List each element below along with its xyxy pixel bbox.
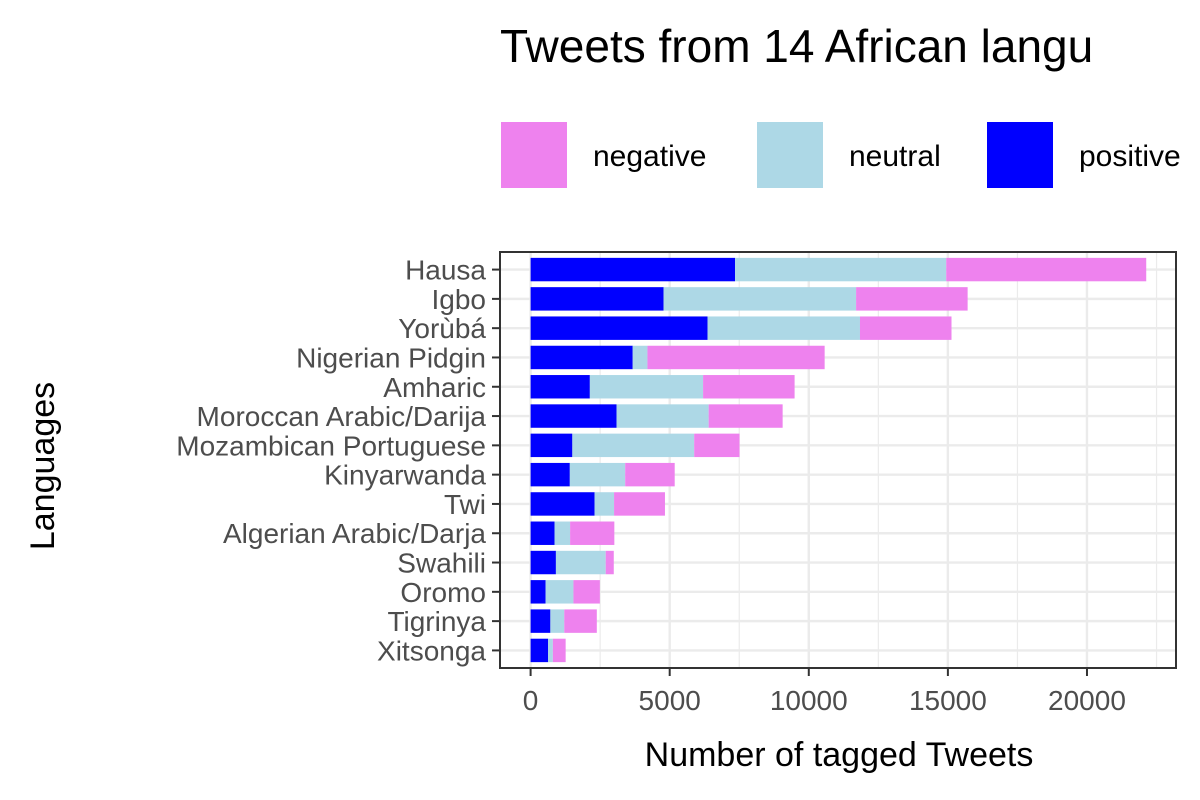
y-tick-label: Igbo xyxy=(432,284,487,315)
y-tick-label: Mozambican Portuguese xyxy=(176,430,486,461)
bar-negative xyxy=(859,316,952,340)
bar-positive xyxy=(530,550,556,575)
legend-label-negative: negative xyxy=(593,140,706,173)
bar-neutral xyxy=(545,580,574,604)
legend: negative neutral positive xyxy=(501,122,1181,188)
bar-neutral xyxy=(554,521,571,545)
y-axis-title: Languages xyxy=(24,382,62,550)
bar-negative xyxy=(564,609,597,633)
bar-negative xyxy=(694,433,740,458)
y-tick-label: Kinyarwanda xyxy=(324,460,486,491)
y-tick-label: Oromo xyxy=(400,577,486,608)
bar-neutral xyxy=(707,316,860,340)
bar-neutral xyxy=(632,345,648,370)
x-tick-label: 0 xyxy=(523,685,539,716)
x-tick-label: 15000 xyxy=(909,685,987,716)
x-tick-label: 20000 xyxy=(1048,685,1126,716)
bar-neutral xyxy=(735,257,947,282)
bar-neutral xyxy=(616,404,709,428)
bar-positive xyxy=(530,375,590,399)
bar-negative xyxy=(570,521,615,545)
y-tick-label: Nigerian Pidgin xyxy=(296,342,486,373)
y-tick-label: Yorùbá xyxy=(398,313,486,344)
legend-label-positive: positive xyxy=(1079,140,1181,173)
bar-positive xyxy=(530,287,664,311)
x-axis-title: Number of tagged Tweets xyxy=(645,736,1034,774)
bar-positive xyxy=(530,638,549,663)
x-tick-label: 5000 xyxy=(639,685,701,716)
bar-neutral xyxy=(548,638,553,663)
y-tick-label: Tigrinya xyxy=(387,606,486,637)
bar-neutral xyxy=(569,462,626,487)
bar-neutral xyxy=(589,375,704,399)
bar-neutral xyxy=(550,609,565,633)
legend-label-neutral: neutral xyxy=(849,140,941,173)
bar-negative xyxy=(614,492,665,516)
bar-positive xyxy=(530,404,617,428)
bar-positive xyxy=(530,521,555,545)
y-tick-label: Xitsonga xyxy=(377,635,486,666)
y-tick-label: Amharic xyxy=(383,372,486,403)
bar-negative xyxy=(708,404,783,428)
y-tick-label: Swahili xyxy=(397,548,486,579)
y-tick-label: Moroccan Arabic/Darija xyxy=(197,401,487,432)
bar-positive xyxy=(530,345,633,370)
panel-border xyxy=(499,251,1177,669)
bar-negative xyxy=(625,462,675,487)
y-tick-label: Twi xyxy=(444,489,486,520)
bar-negative xyxy=(946,257,1147,282)
y-tick-label: Algerian Arabic/Darja xyxy=(223,518,486,549)
legend-key-negative xyxy=(501,122,567,188)
bar-negative xyxy=(573,580,600,604)
bar-negative xyxy=(605,550,614,575)
bar-positive xyxy=(530,316,708,340)
bar-neutral xyxy=(594,492,615,516)
bar-positive xyxy=(530,609,551,633)
bar-neutral xyxy=(663,287,857,311)
bar-negative xyxy=(647,345,825,370)
bar-negative xyxy=(856,287,968,311)
bar-negative xyxy=(552,638,566,663)
y-tick-label: Hausa xyxy=(405,255,486,286)
bar-neutral xyxy=(572,433,695,458)
bar-positive xyxy=(530,257,736,282)
bar-positive xyxy=(530,580,546,604)
bar-positive xyxy=(530,433,573,458)
bar-positive xyxy=(530,462,570,487)
chart-title: Tweets from 14 African langu xyxy=(500,20,1093,72)
legend-key-neutral xyxy=(757,122,823,188)
x-tick-label: 10000 xyxy=(770,685,848,716)
bar-negative xyxy=(703,375,795,399)
bar-neutral xyxy=(555,550,606,575)
bar-positive xyxy=(530,492,595,516)
legend-key-positive xyxy=(987,122,1053,188)
